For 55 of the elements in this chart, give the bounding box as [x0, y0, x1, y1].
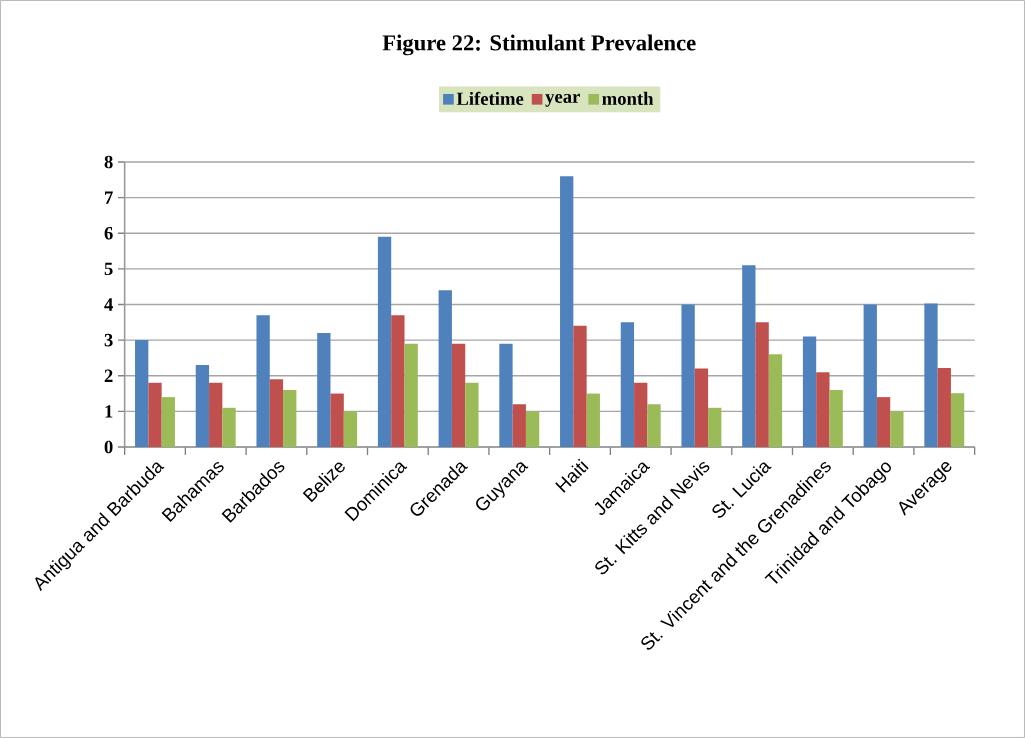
bar	[829, 389, 843, 447]
bar	[755, 322, 769, 447]
bar	[937, 367, 951, 447]
y-tick-label: 7	[105, 191, 113, 204]
bar	[890, 411, 904, 447]
bar	[708, 407, 722, 447]
chart-title: Figure 22: Stimulant Prevalence	[382, 34, 696, 56]
bar	[148, 382, 162, 447]
bar	[876, 397, 891, 447]
bar	[694, 368, 709, 447]
bar	[525, 411, 540, 447]
y-tick-label: 1	[105, 405, 113, 418]
y-tick-label: 2	[104, 369, 113, 382]
bar	[950, 393, 965, 447]
y-tick-label: 4	[104, 298, 113, 311]
bar	[377, 236, 392, 447]
y-tick-label: 3	[104, 333, 113, 347]
legend-label: Lifetime	[456, 91, 524, 106]
bar	[438, 290, 452, 447]
y-tick-label: 8	[104, 155, 113, 169]
bar	[343, 411, 358, 447]
bar	[269, 379, 284, 447]
bar	[573, 325, 587, 447]
bar	[283, 389, 297, 447]
bar	[195, 365, 210, 447]
bar	[499, 343, 513, 447]
bar	[863, 304, 877, 447]
bar	[135, 340, 149, 447]
bar	[620, 322, 635, 447]
bar	[465, 382, 479, 447]
bar	[222, 407, 236, 447]
bar	[330, 393, 344, 447]
bar	[404, 343, 418, 447]
bar	[161, 397, 175, 447]
bar	[209, 382, 223, 447]
y-tick-label: 6	[104, 226, 113, 240]
bar	[586, 393, 600, 447]
legend-label: month	[602, 91, 654, 105]
bar	[924, 303, 938, 447]
bar	[512, 404, 526, 447]
bar	[647, 404, 661, 447]
y-tick-label: 0	[104, 440, 113, 454]
bar	[634, 382, 648, 447]
bar	[391, 315, 405, 447]
bar	[256, 315, 270, 447]
bar	[742, 265, 756, 447]
legend-label: year	[545, 93, 580, 107]
bar	[768, 354, 783, 447]
bar	[802, 336, 817, 447]
bar	[681, 304, 695, 447]
bar	[560, 176, 574, 447]
bar	[451, 343, 466, 447]
bar	[816, 372, 830, 447]
bar	[317, 332, 331, 447]
y-tick-label: 5	[104, 262, 113, 276]
